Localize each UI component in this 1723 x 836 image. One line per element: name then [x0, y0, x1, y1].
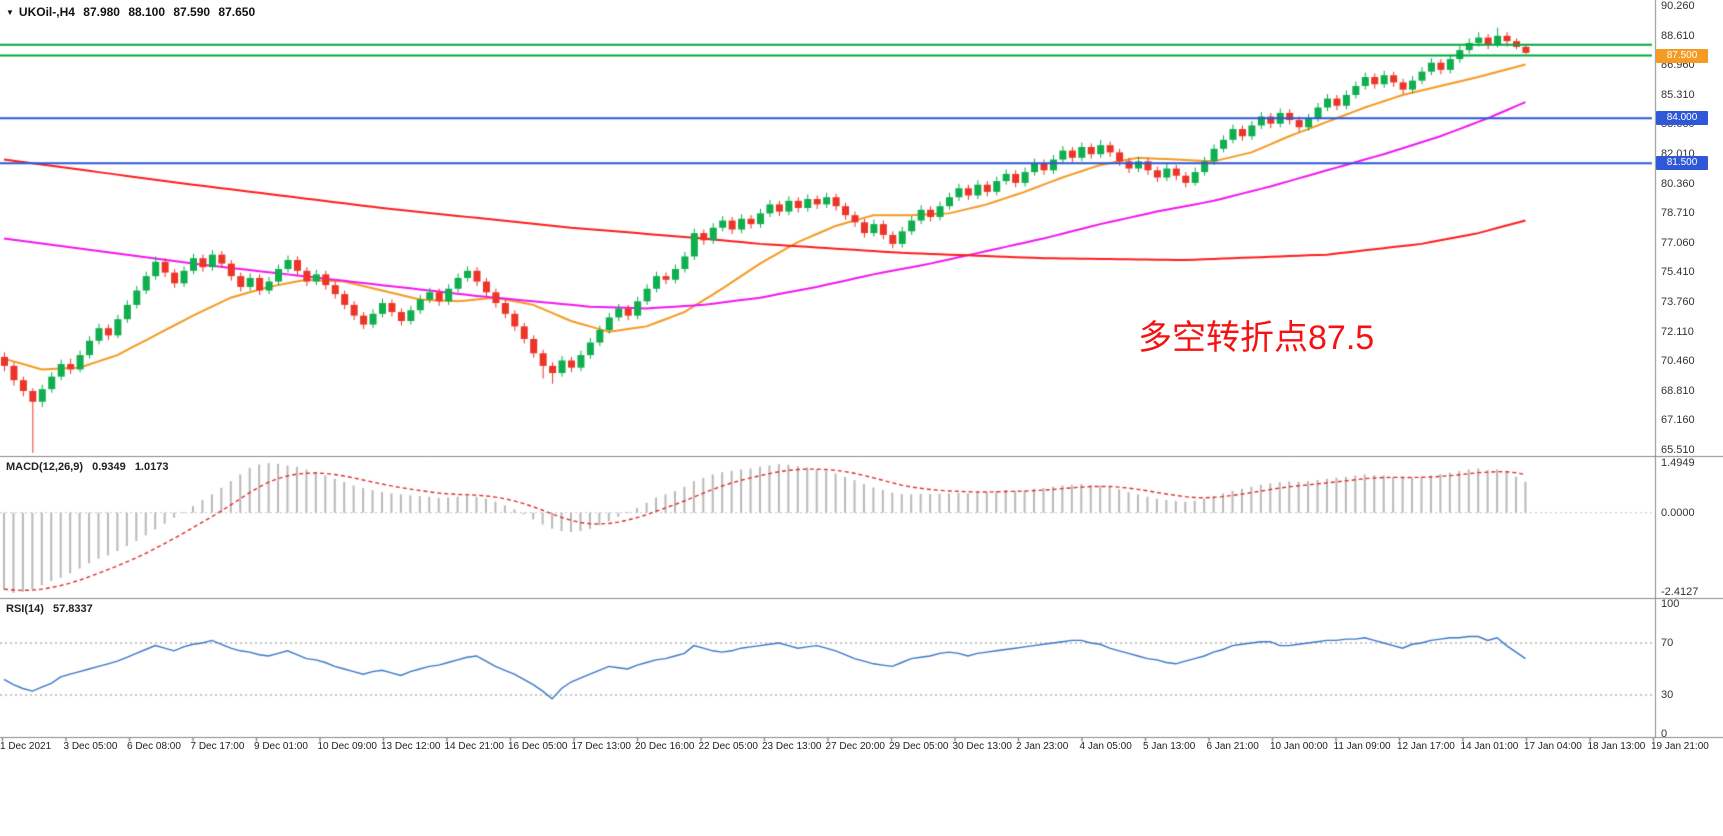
chart-annotation-text[interactable]: 多空转折点87.5 [1138, 319, 1375, 357]
symbol-marker-icon: ▼ [6, 8, 14, 17]
time-axis-label: 6 Jan 21:00 [1206, 741, 1259, 752]
time-axis-label: 9 Dec 01:00 [254, 741, 308, 752]
price-axis-label: 73.760 [1661, 296, 1695, 308]
hline-price-tag: 81.500 [1656, 156, 1708, 171]
time-axis-label: 1 Dec 2021 [0, 741, 52, 752]
rsi-name-label: RSI(14) [6, 603, 44, 615]
rsi-main-value: 57.8337 [52, 603, 93, 615]
ohlc-open-value: 87.980 [83, 5, 120, 19]
time-axis-label: 27 Dec 20:00 [825, 741, 886, 752]
rsi-axis-label: 30 [1661, 689, 1674, 701]
time-axis-label: 2 Jan 23:00 [1016, 741, 1069, 752]
time-axis-label: 22 Dec 05:00 [698, 741, 759, 752]
time-axis-label: 16 Dec 05:00 [508, 741, 568, 752]
price-axis-label: 75.410 [1661, 266, 1695, 279]
time-axis-label: 14 Dec 21:00 [444, 741, 505, 752]
ohlc-low-value: 87.590 [173, 5, 211, 19]
price-axis-label: 77.060 [1661, 236, 1695, 249]
ohlc-high-value: 88.100 [128, 5, 166, 19]
time-axis-label: 17 Dec 13:00 [571, 741, 632, 752]
time-axis-label: 17 Jan 04:00 [1524, 741, 1582, 752]
time-axis-label: 11 Jan 09:00 [1333, 741, 1391, 752]
rsi-axis-label: 100 [1661, 598, 1680, 610]
time-axis-label: 6 Dec 08:00 [127, 741, 181, 752]
ohlc-close-value: 87.650 [218, 5, 256, 19]
time-axis-label: 14 Jan 01:00 [1460, 741, 1519, 752]
time-axis-label: 30 Dec 13:00 [952, 741, 1013, 752]
time-axis-label: 10 Dec 09:00 [317, 741, 378, 752]
time-axis-label: 5 Jan 13:00 [1143, 741, 1196, 752]
macd-name-label: MACD(12,26,9) [6, 461, 84, 473]
price-axis-label: 65.510 [1661, 444, 1695, 456]
hline-price-tag: 84.000 [1656, 111, 1708, 126]
macd-main-value: 0.9349 [92, 461, 126, 473]
time-axis-label: 19 Jan 21:00 [1651, 741, 1709, 752]
time-axis-label: 13 Dec 12:00 [381, 741, 441, 752]
rsi-axis-label: 70 [1661, 637, 1674, 649]
time-axis-label: 7 Dec 17:00 [190, 741, 245, 752]
macd-axis-label: -2.4127 [1661, 586, 1699, 598]
time-axis-label: 3 Dec 05:00 [63, 741, 118, 752]
time-axis-label: 4 Jan 05:00 [1079, 741, 1132, 752]
macd-indicator-label: MACD(12,26,9) 0.9349 1.0173 [6, 461, 174, 473]
price-axis-label: 78.710 [1661, 207, 1695, 220]
price-axis-label: 68.810 [1661, 384, 1695, 397]
price-axis-label: 85.310 [1661, 88, 1695, 101]
time-axis-label: 18 Jan 13:00 [1587, 741, 1646, 752]
price-axis-label: 67.160 [1661, 414, 1695, 427]
macd-signal-value: 1.0173 [134, 461, 169, 473]
time-axis-label: 29 Dec 05:00 [889, 741, 949, 752]
rsi-indicator-label: RSI(14) 57.8337 [6, 603, 99, 615]
macd-axis-label: 1.4949 [1661, 457, 1695, 469]
chart-title: ▼ UKOil-,H4 87.980 88.100 87.590 87.650 [6, 5, 260, 19]
price-axis-label: 70.460 [1661, 355, 1695, 368]
rsi-axis-label: 0 [1661, 728, 1668, 740]
price-axis-label: 88.610 [1661, 29, 1695, 42]
time-axis-label: 12 Jan 17:00 [1397, 741, 1455, 752]
macd-axis-label: 0.0000 [1661, 506, 1695, 519]
hline-price-tag: 87.500 [1656, 48, 1708, 63]
price-axis-label: 80.360 [1661, 177, 1695, 190]
price-axis-label: 90.260 [1661, 0, 1695, 12]
time-axis-label: 10 Jan 00:00 [1270, 741, 1328, 752]
price-axis-label: 72.110 [1661, 325, 1694, 338]
symbol-period-label: UKOil-,H4 [18, 5, 75, 19]
time-axis-label: 20 Dec 16:00 [635, 741, 695, 752]
time-axis-label: 23 Dec 13:00 [762, 741, 822, 752]
